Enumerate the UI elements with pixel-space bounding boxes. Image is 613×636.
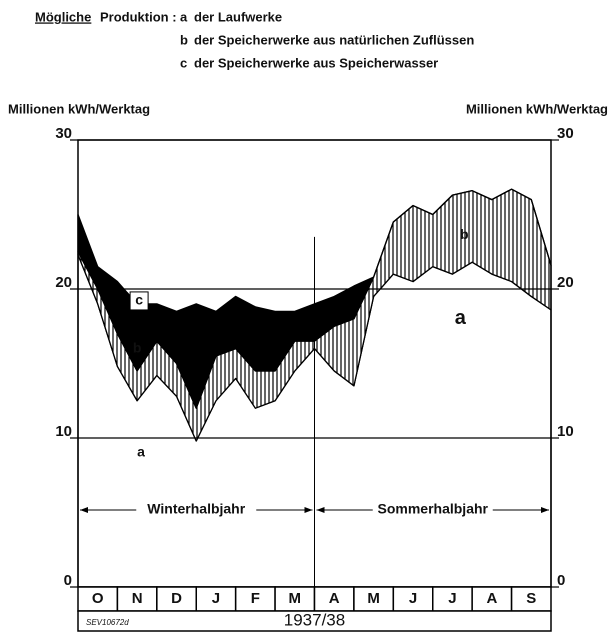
label-box bbox=[129, 291, 149, 311]
area-label: c bbox=[135, 292, 143, 308]
legend-key: b bbox=[180, 32, 188, 47]
y2-axis-label: Millionen kWh/Werktag bbox=[466, 101, 608, 116]
month-cell bbox=[510, 586, 552, 612]
y-tick-label: 20 bbox=[55, 274, 72, 291]
season-label-bg bbox=[136, 501, 257, 519]
y2-tick-label: 20 bbox=[557, 274, 574, 291]
month-cell bbox=[234, 586, 276, 612]
area-label: a bbox=[455, 307, 467, 329]
month-cell bbox=[432, 586, 473, 612]
month-cell bbox=[116, 586, 158, 612]
legend-label: der Speicherwerke aus natürlichen Zuflüs… bbox=[194, 32, 474, 47]
x-tick-label: J bbox=[212, 590, 220, 607]
x-tick-label: J bbox=[409, 590, 417, 607]
legend-label: der Laufwerke bbox=[194, 9, 282, 24]
y2-tick-label: 30 bbox=[557, 125, 574, 142]
season-label: Winterhalbjahr bbox=[147, 501, 245, 517]
arrow-head bbox=[541, 507, 549, 513]
x-tick-label: F bbox=[251, 590, 260, 607]
month-cell bbox=[471, 586, 513, 612]
x-tick-label: O bbox=[92, 590, 104, 607]
month-cell bbox=[353, 586, 395, 612]
legend-label: der Speicherwerke aus Speicherwasser bbox=[194, 55, 438, 70]
period-row bbox=[77, 610, 552, 632]
season-label: Sommerhalbjahr bbox=[378, 501, 489, 517]
area-label: b bbox=[133, 339, 142, 355]
y2-tick-label: 0 bbox=[557, 572, 565, 589]
y-tick-label: 30 bbox=[55, 125, 72, 142]
x-tick-label: N bbox=[132, 590, 143, 607]
figure-code: SEV10672d bbox=[86, 618, 129, 627]
arrow-head bbox=[304, 507, 313, 513]
area-c bbox=[77, 188, 552, 409]
x-tick-label: D bbox=[171, 590, 182, 607]
area-label: b bbox=[460, 226, 469, 242]
x-tick-label: S bbox=[526, 590, 536, 607]
area-label: a bbox=[137, 444, 145, 460]
legend-key: a bbox=[180, 9, 188, 24]
x-tick-label: J bbox=[448, 590, 456, 607]
season-label-bg bbox=[372, 501, 493, 519]
x-tick-label: A bbox=[486, 590, 497, 607]
legend-title: Produktion : bbox=[100, 9, 177, 24]
month-cell bbox=[156, 586, 197, 612]
month-cell bbox=[313, 586, 355, 612]
y-tick-label: 0 bbox=[64, 572, 72, 589]
legend-title: Mögliche bbox=[35, 9, 91, 24]
period-label: 1937/38 bbox=[284, 610, 345, 629]
month-cell bbox=[392, 586, 434, 612]
arrow-head bbox=[316, 507, 325, 513]
y-tick-label: 10 bbox=[55, 423, 72, 440]
y-axis-label: Millionen kWh/Werktag bbox=[8, 101, 150, 116]
x-tick-label: M bbox=[289, 590, 302, 607]
legend-key: c bbox=[180, 55, 187, 70]
arrow-head bbox=[80, 507, 88, 513]
x-tick-label: A bbox=[329, 590, 340, 607]
y2-tick-label: 10 bbox=[557, 423, 574, 440]
x-tick-label: M bbox=[367, 590, 380, 607]
